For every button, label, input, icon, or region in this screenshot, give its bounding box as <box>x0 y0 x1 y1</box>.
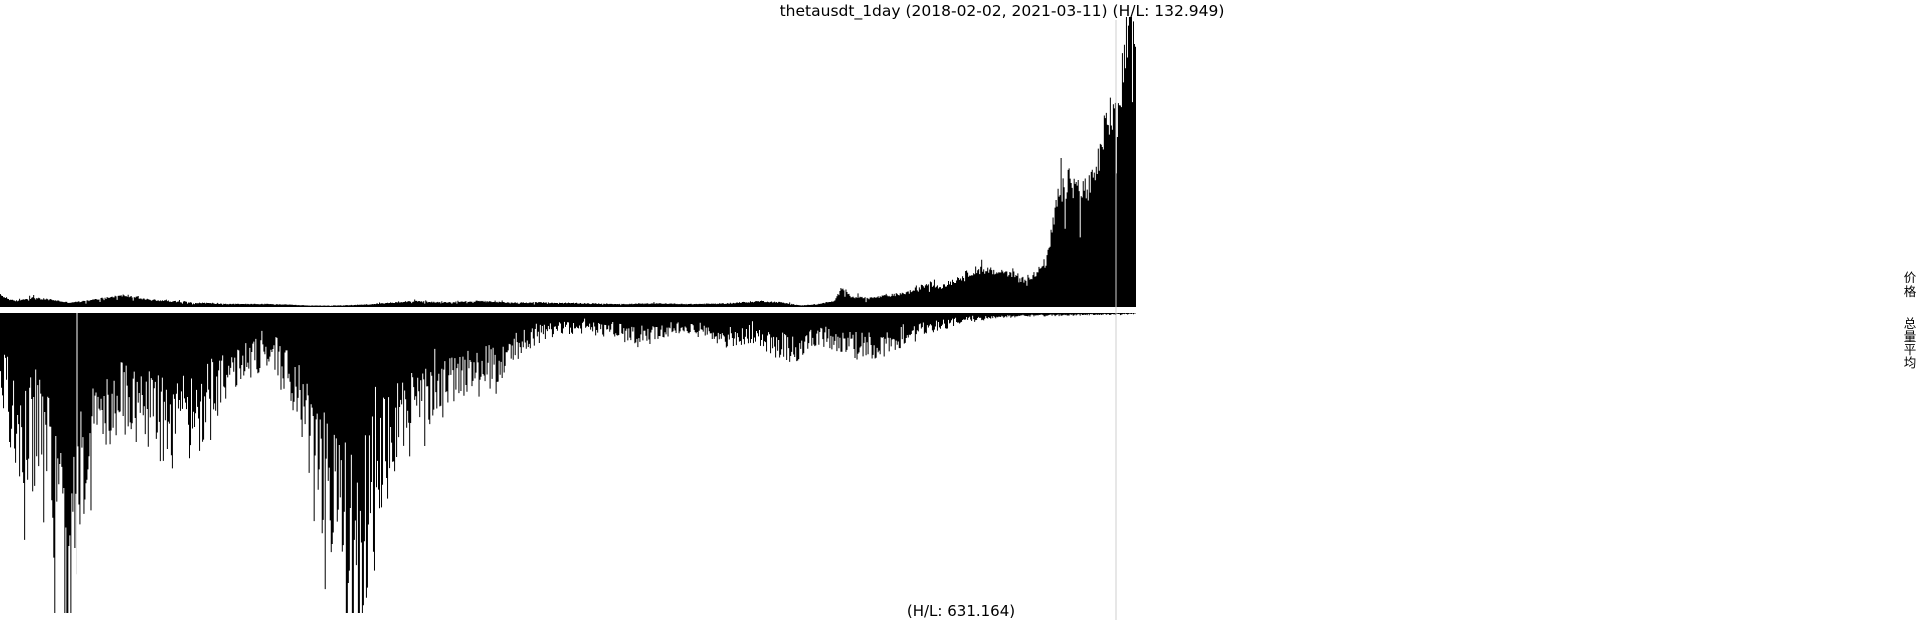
volume-area <box>0 313 1136 613</box>
legend-char: 均 <box>1904 355 1917 370</box>
legend-char: 总 <box>1904 316 1917 331</box>
legend: 价 格 总 量 平 均 <box>1904 270 1917 370</box>
volume-hl-annotation: (H/L: 631.164) <box>907 602 1015 620</box>
legend-char: 格 <box>1904 284 1917 299</box>
price-area <box>0 17 1136 307</box>
legend-char: 量 <box>1904 329 1917 344</box>
chart-title: thetausdt_1day (2018-02-02, 2021-03-11) … <box>780 2 1225 21</box>
legend-char: 平 <box>1904 342 1917 357</box>
legend-char: 价 <box>1904 270 1917 285</box>
price-panel <box>0 17 1136 307</box>
volume-panel <box>0 313 1136 613</box>
panel-separator <box>0 309 1136 312</box>
